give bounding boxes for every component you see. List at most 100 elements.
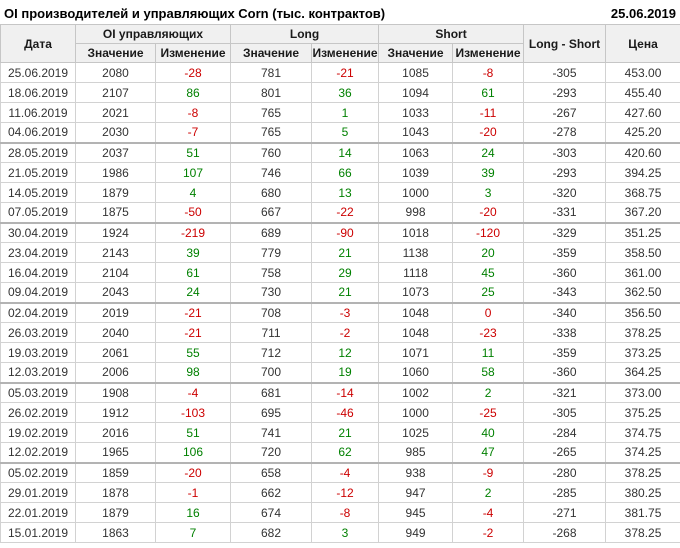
short-value-cell: 985 — [378, 442, 454, 463]
date-cell: 23.04.2019 — [0, 242, 76, 263]
col-header-date: Дата — [0, 24, 76, 63]
table-row: 25.06.2019 2080 -28 781 -21 1085 -8 -305 453.00 — [0, 62, 680, 83]
date-cell: 16.04.2019 — [0, 262, 76, 283]
price-cell: 364.25 — [605, 362, 680, 383]
long-short-cell: -271 — [523, 502, 607, 523]
long-short-cell: -359 — [523, 342, 607, 363]
long-value-cell: 720 — [230, 442, 313, 463]
table-row: 21.05.2019 1986 107 746 66 1039 39 -293 394.25 — [0, 162, 680, 183]
table-row: 14.05.2019 1879 4 680 13 1000 3 -320 368.75 — [0, 182, 680, 203]
short-change-cell: 25 — [452, 282, 525, 303]
date-cell: 14.05.2019 — [0, 182, 76, 203]
long-change-cell: -22 — [311, 202, 380, 223]
date-cell: 22.01.2019 — [0, 502, 76, 523]
table-row: 26.03.2019 2040 -21 711 -2 1048 -23 -338 378.25 — [0, 322, 680, 343]
price-cell: 361.00 — [605, 262, 680, 283]
oi-value-cell: 1859 — [75, 461, 156, 483]
oi-value-cell: 2037 — [75, 141, 156, 163]
table-row: 29.01.2019 1878 -1 662 -12 947 2 -285 380.25 — [0, 482, 680, 503]
oi-change-cell: -4 — [154, 381, 232, 403]
table-row: 18.06.2019 2107 86 801 36 1094 61 -293 455.40 — [0, 82, 680, 103]
short-value-cell: 938 — [378, 461, 454, 483]
short-value-cell: 1048 — [378, 301, 454, 323]
oi-change-cell: -103 — [154, 402, 232, 423]
price-cell: 374.25 — [605, 442, 680, 463]
long-value-cell: 741 — [230, 422, 313, 443]
oi-change-cell: -219 — [154, 221, 232, 243]
long-change-cell: 21 — [311, 422, 380, 443]
oi-change-cell: -50 — [154, 202, 232, 223]
long-change-cell: 62 — [311, 442, 380, 463]
price-cell: 368.75 — [605, 182, 680, 203]
long-short-cell: -340 — [523, 301, 607, 323]
oi-change-cell: 55 — [154, 342, 232, 363]
price-cell: 394.25 — [605, 162, 680, 183]
oi-value-cell: 2143 — [75, 242, 156, 263]
short-value-cell: 1039 — [378, 162, 454, 183]
oi-change-cell: 106 — [154, 442, 232, 463]
date-cell: 09.04.2019 — [0, 282, 76, 303]
short-value-cell: 1043 — [378, 122, 454, 143]
col-header-oi-change: Изменение — [154, 43, 232, 63]
price-cell: 362.50 — [605, 282, 680, 303]
date-cell: 07.05.2019 — [0, 202, 76, 223]
short-change-cell: -20 — [452, 202, 525, 223]
price-cell: 427.60 — [605, 102, 680, 123]
short-change-cell: -23 — [452, 322, 525, 343]
oi-change-cell: 7 — [154, 522, 232, 543]
table-row: 16.04.2019 2104 61 758 29 1118 45 -360 361.00 — [0, 262, 680, 283]
date-cell: 21.05.2019 — [0, 162, 76, 183]
long-value-cell: 758 — [230, 262, 313, 283]
long-short-cell: -305 — [523, 62, 607, 83]
oi-value-cell: 1879 — [75, 502, 156, 523]
short-change-cell: 20 — [452, 242, 525, 263]
short-change-cell: -2 — [452, 522, 525, 543]
col-header-oi-group: OI управляющих — [74, 24, 232, 44]
long-value-cell: 674 — [230, 502, 313, 523]
table-row: 11.06.2019 2021 -8 765 1 1033 -11 -267 427.60 — [0, 102, 680, 123]
short-change-cell: 47 — [452, 442, 525, 463]
long-change-cell: -90 — [311, 221, 380, 243]
col-header-short-value: Значение — [378, 43, 454, 63]
table-row: 09.04.2019 2043 24 730 21 1073 25 -343 362.50 — [0, 282, 680, 303]
oi-value-cell: 1875 — [75, 202, 156, 223]
oi-change-cell: 4 — [154, 182, 232, 203]
short-value-cell: 1000 — [378, 182, 454, 203]
long-value-cell: 765 — [230, 102, 313, 123]
oi-change-cell: 24 — [154, 282, 232, 303]
oi-change-cell: 16 — [154, 502, 232, 523]
oi-value-cell: 2061 — [75, 342, 156, 363]
price-cell: 373.00 — [605, 381, 680, 403]
long-short-cell: -359 — [523, 242, 607, 263]
oi-change-cell: -21 — [154, 301, 232, 323]
short-change-cell: 24 — [452, 141, 525, 163]
table-row: 12.03.2019 2006 98 700 19 1060 58 -360 364.25 — [0, 362, 680, 383]
short-value-cell: 1085 — [378, 62, 454, 83]
short-value-cell: 1063 — [378, 141, 454, 163]
short-change-cell: 39 — [452, 162, 525, 183]
table-header: Дата OI управляющих Long Short Long - Sh… — [0, 24, 680, 63]
short-value-cell: 1018 — [378, 221, 454, 243]
short-change-cell: -20 — [452, 122, 525, 143]
short-value-cell: 947 — [378, 482, 454, 503]
long-short-cell: -293 — [523, 162, 607, 183]
long-change-cell: 21 — [311, 282, 380, 303]
date-cell: 18.06.2019 — [0, 82, 76, 103]
price-cell: 356.50 — [605, 301, 680, 323]
date-cell: 11.06.2019 — [0, 102, 76, 123]
date-cell: 28.05.2019 — [0, 141, 76, 163]
table-row: 22.01.2019 1879 16 674 -8 945 -4 -271 381.75 — [0, 502, 680, 523]
date-cell: 12.02.2019 — [0, 442, 76, 463]
col-header-oi-value: Значение — [75, 43, 156, 63]
long-value-cell: 681 — [230, 381, 313, 403]
short-change-cell: 58 — [452, 362, 525, 383]
table-row: 26.02.2019 1912 -103 695 -46 1000 -25 -305 375.2… — [0, 402, 680, 423]
long-short-cell: -285 — [523, 482, 607, 503]
short-value-cell: 1071 — [378, 342, 454, 363]
short-value-cell: 998 — [378, 202, 454, 223]
date-cell: 19.03.2019 — [0, 342, 76, 363]
short-value-cell: 1025 — [378, 422, 454, 443]
oi-value-cell: 2016 — [75, 422, 156, 443]
long-value-cell: 779 — [230, 242, 313, 263]
short-value-cell: 945 — [378, 502, 454, 523]
